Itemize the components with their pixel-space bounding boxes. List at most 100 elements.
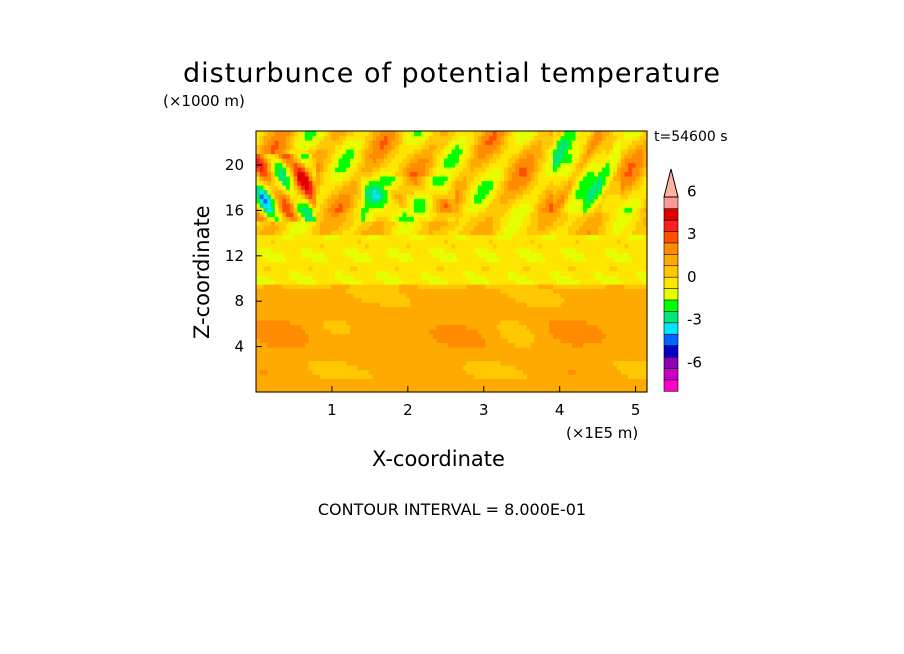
contour-cell bbox=[368, 185, 374, 191]
contour-cell bbox=[391, 225, 396, 231]
contour-cell bbox=[395, 144, 400, 150]
contour-cell bbox=[447, 252, 453, 258]
contour-cell bbox=[383, 153, 389, 159]
contour-cell bbox=[560, 239, 565, 245]
contour-cell bbox=[387, 347, 392, 353]
contour-cell bbox=[432, 212, 438, 218]
contour-cell bbox=[432, 270, 438, 276]
contour-cell bbox=[357, 158, 362, 164]
contour-cell bbox=[549, 194, 554, 200]
contour-cell bbox=[575, 194, 580, 200]
contour-cell bbox=[571, 374, 577, 380]
contour-cell bbox=[459, 135, 464, 141]
contour-cell bbox=[342, 374, 347, 380]
contour-cell bbox=[278, 302, 283, 308]
contour-cell bbox=[387, 203, 392, 209]
contour-cell bbox=[421, 284, 426, 290]
contour-cell bbox=[301, 288, 306, 294]
contour-cell bbox=[549, 284, 554, 290]
contour-cell bbox=[477, 284, 483, 290]
contour-cell bbox=[274, 180, 280, 186]
contour-cell bbox=[380, 338, 385, 344]
contour-cell bbox=[316, 270, 321, 276]
contour-cell bbox=[391, 212, 396, 218]
contour-cell bbox=[395, 158, 400, 164]
contour-cell bbox=[560, 144, 565, 150]
contour-cell bbox=[556, 293, 562, 299]
contour-cell bbox=[432, 338, 438, 344]
contour-cell bbox=[496, 365, 501, 371]
contour-cell bbox=[349, 342, 355, 348]
contour-cell bbox=[319, 374, 325, 380]
contour-cell bbox=[466, 234, 471, 240]
contour-cell bbox=[372, 140, 377, 146]
contour-cell bbox=[346, 374, 351, 380]
contour-cell bbox=[575, 180, 580, 186]
contour-cell bbox=[511, 212, 517, 218]
contour-cell bbox=[428, 140, 434, 146]
contour-cell bbox=[327, 311, 332, 317]
contour-cell bbox=[361, 378, 366, 384]
contour-cell bbox=[443, 315, 449, 321]
contour-cell bbox=[507, 266, 513, 272]
contour-cell bbox=[316, 374, 321, 380]
contour-cell bbox=[327, 239, 332, 245]
contour-cell bbox=[545, 180, 550, 186]
contour-cell bbox=[349, 369, 355, 375]
contour-cell bbox=[274, 369, 280, 375]
contour-cell bbox=[432, 180, 438, 186]
contour-cell bbox=[361, 320, 366, 326]
contour-cell bbox=[428, 162, 434, 168]
contour-cell bbox=[342, 293, 347, 299]
contour-cell bbox=[537, 171, 543, 177]
contour-cell bbox=[267, 279, 272, 285]
contour-cell bbox=[380, 135, 385, 141]
contour-cell bbox=[395, 185, 400, 191]
contour-cell bbox=[286, 365, 291, 371]
contour-cell bbox=[368, 158, 374, 164]
contour-cell bbox=[387, 171, 392, 177]
contour-cell bbox=[267, 356, 272, 362]
contour-cell bbox=[507, 257, 513, 263]
contour-cell bbox=[267, 288, 272, 294]
contour-cell bbox=[308, 338, 313, 344]
contour-cell bbox=[507, 180, 513, 186]
contour-cell bbox=[316, 225, 321, 231]
contour-cell bbox=[353, 329, 359, 335]
contour-cell bbox=[349, 189, 355, 195]
contour-cell bbox=[560, 185, 565, 191]
contour-cell bbox=[349, 306, 355, 312]
contour-cell bbox=[436, 333, 441, 339]
contour-cell bbox=[376, 158, 381, 164]
contour-cell bbox=[504, 180, 509, 186]
contour-cell bbox=[342, 383, 347, 389]
contour-cell bbox=[387, 365, 392, 371]
contour-cell bbox=[447, 207, 453, 213]
contour-cell bbox=[568, 306, 573, 312]
contour-cell bbox=[263, 306, 268, 312]
contour-cell bbox=[380, 365, 385, 371]
contour-cell bbox=[289, 171, 295, 177]
contour-cell bbox=[459, 144, 464, 150]
contour-cell bbox=[293, 315, 298, 321]
contour-cell bbox=[455, 158, 460, 164]
contour-cell bbox=[436, 144, 441, 150]
contour-cell bbox=[496, 257, 501, 263]
contour-cell bbox=[466, 324, 471, 330]
contour-cell bbox=[515, 212, 520, 218]
contour-cell bbox=[541, 189, 547, 195]
contour-cell bbox=[545, 189, 550, 195]
contour-cell bbox=[334, 329, 340, 335]
contour-cell bbox=[474, 189, 479, 195]
contour-cell bbox=[271, 315, 276, 321]
contour-cell bbox=[504, 284, 509, 290]
contour-cell bbox=[398, 167, 404, 173]
contour-cell bbox=[301, 275, 306, 281]
contour-cell bbox=[263, 324, 268, 330]
contour-cell bbox=[530, 153, 535, 159]
contour-cell bbox=[541, 185, 547, 191]
contour-cell bbox=[346, 342, 351, 348]
contour-cell bbox=[349, 347, 355, 353]
contour-cell bbox=[451, 230, 456, 236]
contour-cell bbox=[500, 131, 505, 137]
